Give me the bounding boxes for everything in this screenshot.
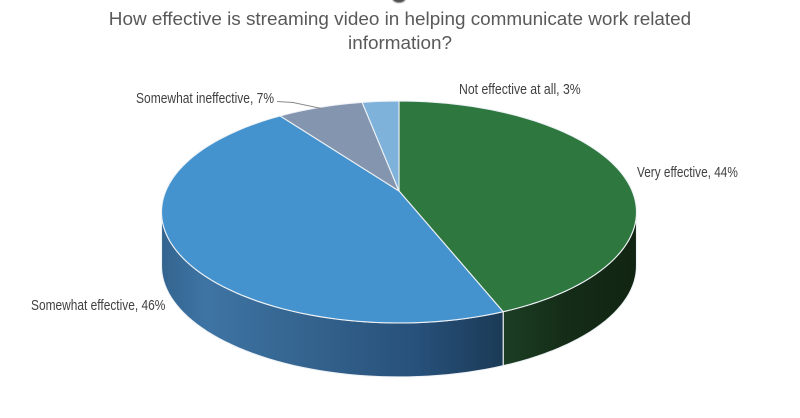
cropped-text-fragment <box>392 0 406 3</box>
pie-slice-not-effective-at-all[interactable] <box>361 100 400 192</box>
pie-slice-somewhat-effective[interactable] <box>160 115 504 324</box>
label-very-effective: Very effective, 44% <box>636 163 738 181</box>
leader-line-somewhat-ineffective <box>276 101 322 109</box>
pie-slice-somewhat-ineffective[interactable] <box>279 101 400 192</box>
chart-title: How effective is streaming video in help… <box>0 8 800 57</box>
chart-title-text: How effective is streaming video in help… <box>108 8 692 55</box>
label-not-effective-at-all: Not effective at all, 3% <box>458 81 581 99</box>
label-somewhat-ineffective: Somewhat ineffective, 7% <box>135 89 274 107</box>
pie-3d <box>160 100 638 378</box>
label-somewhat-effective: Somewhat effective, 46% <box>30 296 166 314</box>
